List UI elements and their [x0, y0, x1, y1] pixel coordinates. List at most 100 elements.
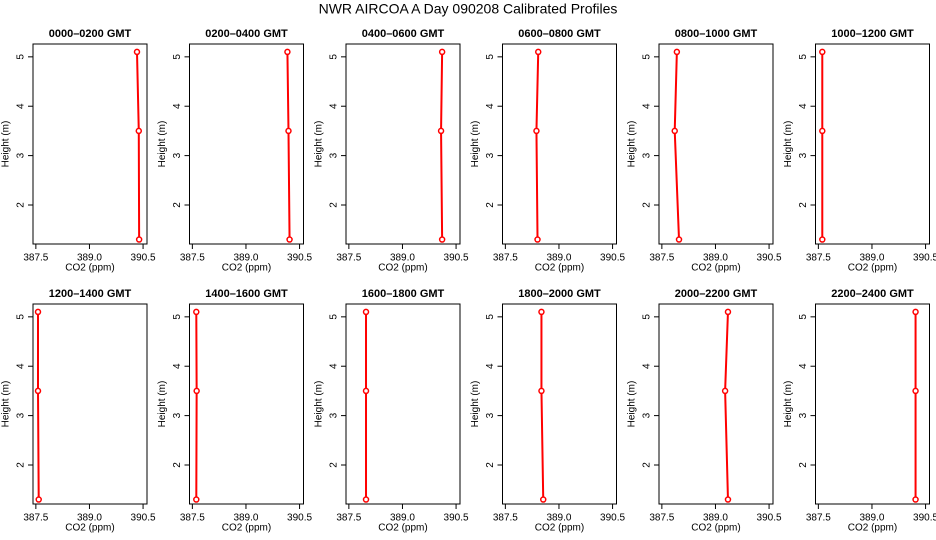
y-tick-label: 3 — [329, 412, 340, 418]
profile-point — [819, 236, 826, 243]
profile-point — [819, 48, 826, 56]
profile-point — [819, 127, 826, 135]
panel-title: 2000–2200 GMT — [675, 288, 758, 300]
y-tick-label: 3 — [485, 412, 496, 418]
y-tick-label: 4 — [642, 363, 653, 369]
x-tick-label: 387.5 — [336, 253, 361, 264]
panel: 1200–1400 GMT 387.5 389.0 390.5 2 3 4 5 CO2 (ppm… — [1, 288, 156, 534]
panel: 1400–1600 GMT 387.5 389.0 390.5 2 3 4 5 CO2 (ppm… — [157, 288, 312, 534]
profile-point — [538, 308, 545, 316]
x-tick-label: 387.5 — [23, 513, 48, 524]
y-tick-label: 5 — [172, 314, 183, 320]
x-tick-label: 390.5 — [444, 513, 469, 524]
y-axis-label: Height (m) — [783, 121, 794, 168]
x-axis-label: CO2 (ppm) — [378, 523, 427, 534]
x-tick-label: 390.5 — [600, 253, 625, 264]
panel-title: 0400–0600 GMT — [362, 28, 445, 40]
x-tick-label: 389.0 — [77, 253, 102, 264]
x-axis-label: CO2 (ppm) — [65, 523, 114, 534]
y-tick-label: 4 — [485, 363, 496, 369]
profile-point — [362, 387, 370, 395]
profile-point — [135, 127, 143, 135]
y-tick-label: 3 — [798, 412, 809, 418]
x-axis-label: CO2 (ppm) — [222, 523, 271, 534]
y-tick-label: 2 — [16, 462, 27, 468]
y-tick-label: 5 — [798, 54, 809, 60]
profile-point — [438, 48, 446, 56]
y-tick-label: 4 — [798, 363, 809, 369]
profile-point — [538, 387, 545, 395]
panel-title: 2200–2400 GMT — [831, 288, 914, 300]
y-tick-label: 2 — [642, 202, 653, 208]
profile-point — [675, 236, 683, 243]
profile-point — [193, 387, 200, 395]
x-tick-label: 389.0 — [546, 253, 571, 264]
plot-frame — [32, 43, 148, 245]
y-tick-label: 3 — [642, 152, 653, 158]
profile-point — [724, 496, 732, 503]
y-axis-label: Height (m) — [627, 381, 638, 428]
y-tick-label: 4 — [798, 103, 809, 109]
y-tick-label: 2 — [485, 202, 496, 208]
x-tick-label: 390.5 — [287, 513, 312, 524]
plot-frame — [658, 303, 774, 505]
y-tick-label: 4 — [329, 103, 340, 109]
panel: 1800–2000 GMT 387.5 389.0 390.5 2 3 4 5 CO2 (ppm… — [470, 288, 625, 534]
x-tick-label: 389.0 — [546, 513, 571, 524]
y-tick-label: 4 — [329, 363, 340, 369]
panel-title: 1000–1200 GMT — [831, 28, 914, 40]
x-tick-label: 387.5 — [493, 513, 518, 524]
y-tick-label: 3 — [485, 152, 496, 158]
plot-frame — [189, 43, 304, 245]
profile-point — [362, 308, 370, 316]
panel-title: 0200–0400 GMT — [205, 28, 288, 40]
y-tick-label: 3 — [642, 412, 653, 418]
y-axis-label: Height (m) — [627, 121, 638, 168]
profile-point — [284, 48, 291, 56]
profile-line — [440, 51, 444, 240]
x-tick-label: 387.5 — [336, 513, 361, 524]
panel: 1000–1200 GMT 387.5 389.0 390.5 2 3 4 5 CO2 (ppm… — [783, 28, 936, 274]
x-axis-label: CO2 (ppm) — [848, 263, 897, 274]
x-tick-label: 390.5 — [757, 253, 782, 264]
x-tick-label: 387.5 — [806, 253, 831, 264]
page-title: NWR AIRCOA A Day 090208 Calibrated Profi… — [319, 1, 618, 17]
y-axis-label: Height (m) — [314, 121, 325, 168]
profile-point — [437, 127, 445, 135]
y-tick-label: 5 — [642, 314, 653, 320]
profile-point — [193, 496, 200, 503]
profile-line — [37, 311, 40, 500]
profile-line — [540, 311, 545, 500]
profile-point — [438, 236, 446, 243]
profile-line — [535, 51, 540, 240]
x-tick-label: 387.5 — [180, 253, 205, 264]
x-tick-label: 387.5 — [649, 513, 674, 524]
x-tick-label: 389.0 — [859, 253, 884, 264]
y-tick-label: 3 — [16, 152, 27, 158]
y-tick-label: 2 — [642, 462, 653, 468]
y-axis-label: Height (m) — [157, 381, 168, 428]
y-tick-label: 3 — [329, 152, 340, 158]
panel-title: 1400–1600 GMT — [205, 288, 288, 300]
y-tick-label: 5 — [798, 314, 809, 320]
x-tick-label: 390.5 — [913, 253, 936, 264]
y-tick-label: 5 — [329, 54, 340, 60]
y-tick-label: 2 — [329, 202, 340, 208]
y-axis-label: Height (m) — [783, 381, 794, 428]
y-tick-label: 5 — [172, 54, 183, 60]
profile-line — [286, 51, 291, 240]
y-axis-label: Height (m) — [1, 121, 12, 168]
profile-point — [285, 127, 292, 135]
plot-frame — [658, 43, 774, 245]
panel: 0000–0200 GMT 387.5 389.0 390.5 2 3 4 5 CO2 (ppm… — [1, 28, 156, 274]
panel: 0200–0400 GMT 387.5 389.0 390.5 2 3 4 5 CO2 (ppm… — [157, 28, 312, 274]
y-axis-label: Height (m) — [470, 121, 481, 168]
x-axis-label: CO2 (ppm) — [848, 523, 897, 534]
x-tick-label: 387.5 — [23, 253, 48, 264]
panel-title: 1600–1800 GMT — [362, 288, 445, 300]
y-tick-label: 4 — [16, 363, 27, 369]
x-tick-label: 387.5 — [806, 513, 831, 524]
profile-point — [912, 308, 919, 316]
y-tick-label: 4 — [172, 103, 183, 109]
y-tick-label: 5 — [485, 314, 496, 320]
